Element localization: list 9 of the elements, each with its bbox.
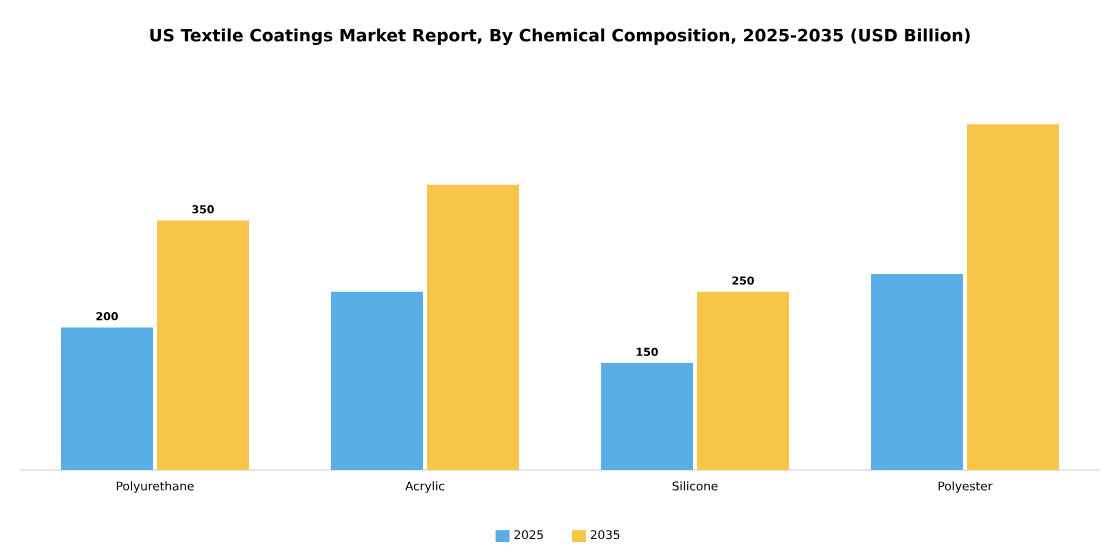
bar: [871, 273, 964, 470]
bar: [331, 291, 424, 470]
chart-title: US Textile Coatings Market Report, By Chemical Composition, 2025-2035 (USD Billion): [150, 28, 970, 46]
bar: [426, 184, 519, 470]
bar: [156, 220, 249, 470]
bar: [697, 291, 789, 470]
bar: [61, 327, 154, 470]
bar: [967, 124, 1059, 470]
bar: [601, 363, 694, 470]
